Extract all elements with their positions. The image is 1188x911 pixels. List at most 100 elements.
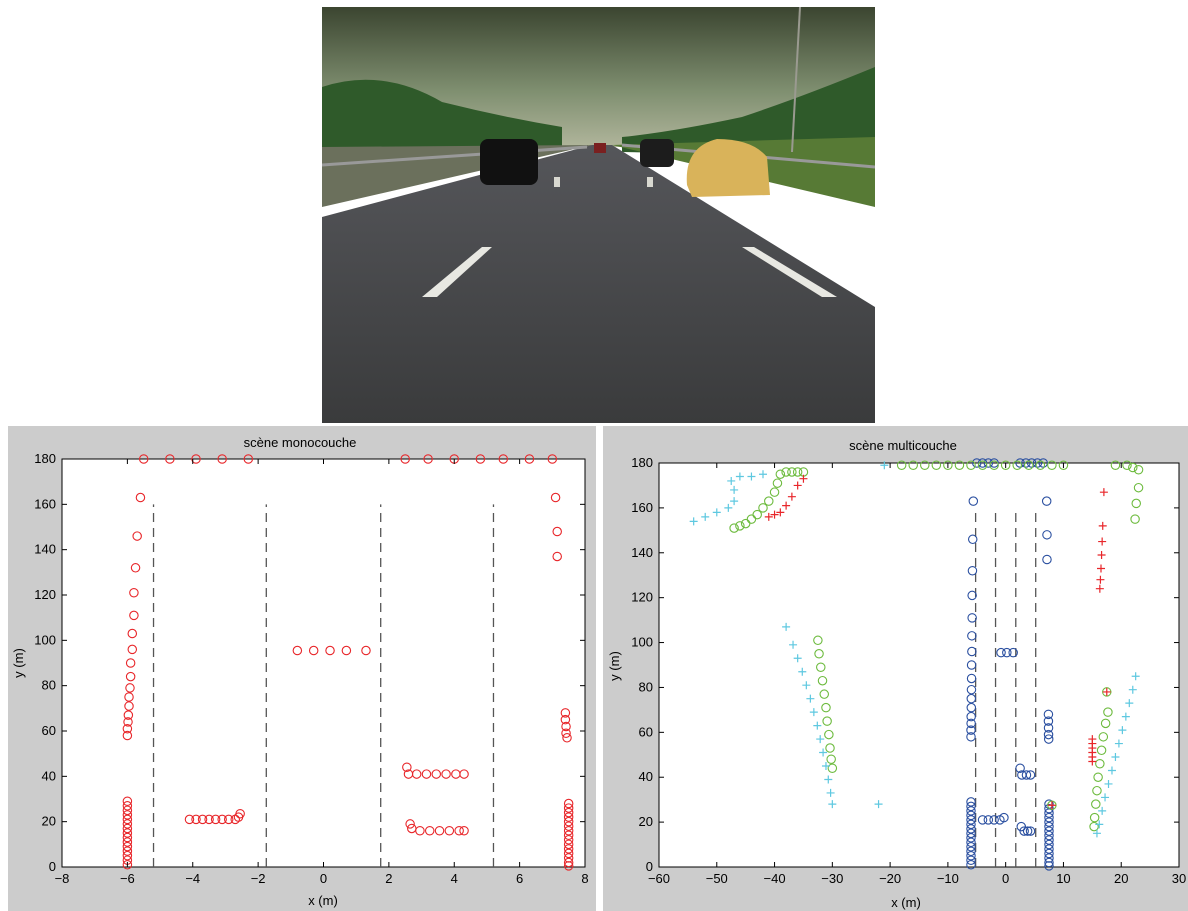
data-point-circle <box>423 454 433 464</box>
data-point-plus <box>782 501 791 510</box>
x-tick-label: −10 <box>937 871 959 886</box>
data-point-plus <box>776 508 785 517</box>
y-axis-label: y (m) <box>607 651 622 681</box>
data-point-circle <box>197 814 208 825</box>
data-point-plus <box>1098 521 1107 530</box>
data-point-plus <box>1099 488 1108 497</box>
chart-title: scène multicouche <box>849 438 957 453</box>
data-point-circle <box>552 526 562 537</box>
data-point-circle <box>1025 826 1036 836</box>
data-point-circle <box>977 458 988 468</box>
chart-title: scène monocouche <box>244 435 357 450</box>
data-point-circle <box>191 814 201 825</box>
data-point-plus <box>1102 687 1111 696</box>
y-tick-label: 0 <box>49 859 56 874</box>
y-axis-label: y (m) <box>11 648 26 678</box>
data-point-circle <box>1044 812 1054 823</box>
data-point-circle <box>122 850 133 861</box>
data-point-circle <box>434 825 445 836</box>
data-point-circle <box>966 718 976 729</box>
x-tick-label: 30 <box>1172 871 1186 886</box>
data-point-circle <box>827 763 838 773</box>
data-point-circle <box>125 658 136 668</box>
data-point-circle <box>122 828 133 838</box>
data-point-circle <box>122 859 133 870</box>
data-point-circle <box>424 825 435 836</box>
data-point-circle <box>822 716 832 726</box>
data-point-circle <box>124 701 134 711</box>
data-point-plus <box>1101 793 1110 802</box>
data-point-plus <box>828 800 837 809</box>
data-point-circle <box>1122 460 1132 470</box>
data-point-circle <box>1044 830 1054 841</box>
data-point-plus <box>1125 699 1134 708</box>
data-point-circle <box>1093 772 1103 782</box>
data-point-circle <box>824 729 834 740</box>
data-point-plus <box>809 708 818 717</box>
data-point-plus <box>799 474 808 483</box>
data-point-circle <box>235 808 245 819</box>
data-point-circle <box>475 454 486 464</box>
data-point-circle <box>191 454 201 464</box>
y-tick-label: 120 <box>631 590 653 605</box>
data-point-circle <box>122 801 133 811</box>
data-point-circle <box>1043 729 1054 740</box>
data-point-circle <box>966 702 977 713</box>
data-point-circle <box>1133 464 1144 475</box>
data-point-circle <box>966 801 976 812</box>
multilayer-chart: scène multicouche −60 −50 −40 −30 −20 −10 0 10 2… <box>607 438 1186 910</box>
data-point-circle <box>966 732 976 742</box>
monolayer-chart: scène monocouche −8 −6 −4 −2 0 2 4 6 80204060801… <box>11 435 589 908</box>
data-point-circle <box>1044 817 1054 827</box>
data-point-circle <box>563 825 574 836</box>
data-point-plus <box>802 681 811 690</box>
data-point-circle <box>966 711 976 722</box>
data-point-plus <box>880 461 889 470</box>
data-point-plus <box>1097 564 1105 573</box>
data-point-plus <box>1114 739 1123 748</box>
data-point-circle <box>400 454 410 464</box>
data-point-circle <box>1089 821 1099 832</box>
data-point-circle <box>814 649 824 659</box>
data-point-circle <box>498 454 509 464</box>
data-point-plus <box>793 481 802 490</box>
data-point-circle <box>966 837 976 848</box>
data-point-circle <box>821 702 831 713</box>
data-point-circle <box>966 828 976 839</box>
data-point-circle <box>1044 803 1054 814</box>
data-point-circle <box>1008 647 1018 658</box>
data-point-circle <box>966 855 976 866</box>
data-point-circle <box>421 769 432 779</box>
data-point-circle <box>968 496 979 506</box>
data-point-circle <box>524 454 535 464</box>
x-tick-label: −4 <box>185 871 200 886</box>
multilayer-chart-panel: scène multicouche −60 −50 −40 −30 −20 −10 0 10 2… <box>603 426 1188 911</box>
data-point-circle <box>1103 707 1113 717</box>
plot-area <box>658 462 1180 868</box>
data-point-circle <box>441 769 451 779</box>
data-point-plus <box>1118 726 1127 735</box>
data-point-circle <box>124 692 134 702</box>
data-point-circle <box>125 683 135 693</box>
data-point-circle <box>758 503 768 513</box>
data-point-circle <box>1035 460 1046 470</box>
x-tick-label: −60 <box>648 871 670 886</box>
data-point-circle <box>752 509 762 520</box>
data-point-plus <box>1128 685 1137 694</box>
data-point-plus <box>782 622 791 631</box>
data-point-circle <box>966 810 976 821</box>
x-tick-label: 0 <box>1002 871 1009 886</box>
data-point-circle <box>560 708 571 718</box>
data-point-circle <box>1044 821 1054 832</box>
data-point-circle <box>563 835 574 845</box>
x-axis-label: x (m) <box>891 895 921 910</box>
y-tick-label: 100 <box>34 632 56 647</box>
data-point-plus <box>764 512 773 521</box>
data-point-circle <box>1047 800 1057 811</box>
data-point-circle <box>1002 647 1012 658</box>
data-point-circle <box>1095 759 1105 769</box>
data-point-circle <box>1044 861 1054 871</box>
data-point-plus <box>747 472 756 481</box>
data-point-circle <box>210 814 221 825</box>
data-point-circle <box>308 645 319 656</box>
